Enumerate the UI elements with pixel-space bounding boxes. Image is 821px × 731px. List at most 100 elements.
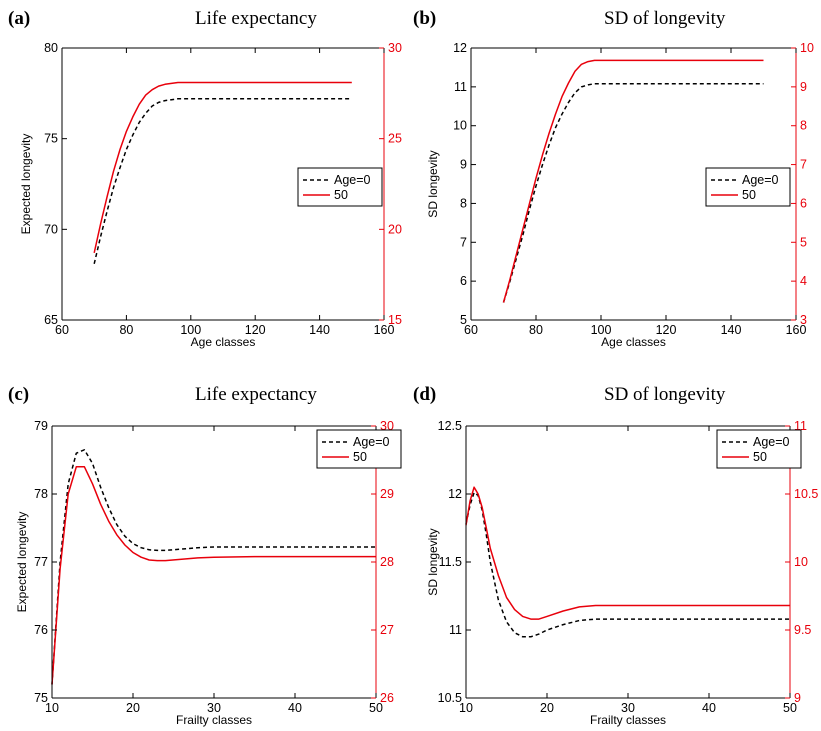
chart-title: SD of longevity — [604, 384, 726, 405]
right-y-tick-label: 4 — [800, 274, 807, 288]
left-y-tick-label: 10 — [453, 119, 467, 133]
legend-label: 50 — [753, 450, 767, 464]
right-y-tick-label: 6 — [800, 196, 807, 210]
left-y-tick-label: 8 — [460, 196, 467, 210]
series-line-age0 — [51, 449, 376, 685]
right-y-tick-label: 8 — [800, 119, 807, 133]
x-tick-label: 80 — [119, 323, 133, 337]
x-axis-label: Frailty classes — [590, 713, 666, 727]
legend: Age=050 — [716, 429, 802, 469]
series-line-50 — [51, 466, 376, 685]
left-y-tick-label: 9 — [460, 158, 467, 172]
left-y-tick-label: 11 — [449, 623, 462, 637]
legend: Age=050 — [297, 167, 383, 207]
x-tick-label: 120 — [245, 323, 266, 337]
left-y-tick-label: 12 — [448, 487, 462, 501]
legend-box — [716, 429, 802, 469]
x-tick-label: 60 — [464, 323, 478, 337]
right-y-tick-label: 26 — [380, 691, 394, 705]
x-tick-label: 30 — [621, 701, 635, 715]
panel-c: (c) Life expectancy 10 20 30 40 50 75 76 77 78 79 26… — [8, 384, 402, 727]
right-y-tick-label: 9 — [800, 80, 807, 94]
x-tick-label: 160 — [786, 323, 807, 337]
x-axis-label: Age classes — [191, 335, 256, 349]
chart-title: SD of longevity — [604, 8, 726, 29]
x-tick-label: 80 — [529, 323, 543, 337]
right-y-tick-label: 15 — [388, 313, 402, 327]
legend-label: 50 — [742, 188, 756, 202]
panel-letter: (c) — [8, 384, 29, 405]
chart-title: Life expectancy — [195, 8, 317, 29]
right-y-tick-label: 3 — [800, 313, 807, 327]
legend: Age=050 — [705, 167, 791, 207]
y-axis-label: SD longevity — [426, 528, 440, 595]
x-tick-label: 10 — [45, 701, 59, 715]
left-y-tick-label: 12.5 — [438, 419, 462, 433]
panel-a: (a) Life expectancy 60 80 100 120 140 160 65 70 75… — [8, 8, 402, 349]
right-y-tick-label: 10 — [800, 41, 814, 55]
right-y-tick-label: 27 — [380, 623, 394, 637]
legend-label: Age=0 — [753, 435, 790, 449]
x-tick-label: 10 — [459, 701, 473, 715]
x-axis-label: Age classes — [601, 335, 666, 349]
x-tick-label: 120 — [656, 323, 677, 337]
x-tick-label: 100 — [591, 323, 612, 337]
left-y-tick-label: 70 — [44, 222, 58, 236]
legend-box — [316, 429, 402, 469]
legend-box — [297, 167, 383, 207]
right-y-tick-label: 28 — [380, 555, 394, 569]
panel-b: (b) SD of longevity 60 80 100 120 140 160 5 6 7 8 9 1… — [413, 8, 814, 349]
left-y-tick-label: 65 — [44, 313, 58, 327]
panel-letter: (d) — [413, 384, 436, 405]
x-tick-label: 160 — [374, 323, 395, 337]
left-y-tick-label: 12 — [453, 41, 467, 55]
legend-box — [705, 167, 791, 207]
x-tick-label: 40 — [288, 701, 302, 715]
panel-letter: (b) — [413, 8, 436, 29]
x-tick-label: 140 — [309, 323, 330, 337]
y-axis-label: Expected longevity — [15, 512, 29, 613]
right-y-tick-label: 29 — [380, 487, 394, 501]
right-y-tick-label: 7 — [800, 158, 807, 172]
right-y-tick-label: 5 — [800, 235, 807, 249]
left-y-tick-label: 11 — [454, 80, 467, 94]
left-y-tick-label: 75 — [44, 132, 58, 146]
x-tick-label: 40 — [702, 701, 716, 715]
left-y-tick-label: 5 — [460, 313, 467, 327]
right-y-tick-label: 9.5 — [794, 623, 811, 637]
x-tick-label: 60 — [55, 323, 69, 337]
x-axis-label: Frailty classes — [176, 713, 252, 727]
right-y-tick-label: 9 — [794, 691, 801, 705]
series-line-age0 — [93, 98, 352, 264]
left-y-tick-label: 75 — [34, 691, 48, 705]
left-y-tick-label: 76 — [34, 623, 48, 637]
right-y-tick-label: 20 — [388, 222, 402, 236]
left-y-tick-label: 80 — [44, 41, 58, 55]
series-line-age0 — [465, 491, 790, 638]
x-tick-label: 140 — [721, 323, 742, 337]
left-y-tick-label: 79 — [34, 419, 48, 433]
left-y-tick-label: 7 — [460, 235, 467, 249]
legend-label: Age=0 — [353, 435, 390, 449]
legend-label: 50 — [334, 188, 348, 202]
panel-d: (d) SD of longevity 10 20 30 40 50 10.5 11 11.5 12… — [413, 384, 818, 727]
series-line-50 — [465, 486, 790, 620]
x-tick-label: 50 — [783, 701, 797, 715]
x-tick-label: 50 — [369, 701, 383, 715]
left-y-tick-label: 77 — [34, 555, 48, 569]
right-y-tick-label: 10.5 — [794, 487, 818, 501]
y-axis-label: Expected longevity — [19, 134, 33, 235]
x-tick-label: 100 — [180, 323, 201, 337]
series-line-50 — [93, 81, 352, 254]
chart-title: Life expectancy — [195, 384, 317, 405]
series-line-50 — [502, 59, 764, 303]
legend: Age=050 — [316, 429, 402, 469]
left-y-tick-label: 78 — [34, 487, 48, 501]
panel-letter: (a) — [8, 8, 30, 29]
legend-label: Age=0 — [742, 173, 779, 187]
series-line-age0 — [502, 82, 764, 303]
legend-label: 50 — [353, 450, 367, 464]
x-tick-label: 30 — [207, 701, 221, 715]
left-y-tick-label: 10.5 — [438, 691, 462, 705]
